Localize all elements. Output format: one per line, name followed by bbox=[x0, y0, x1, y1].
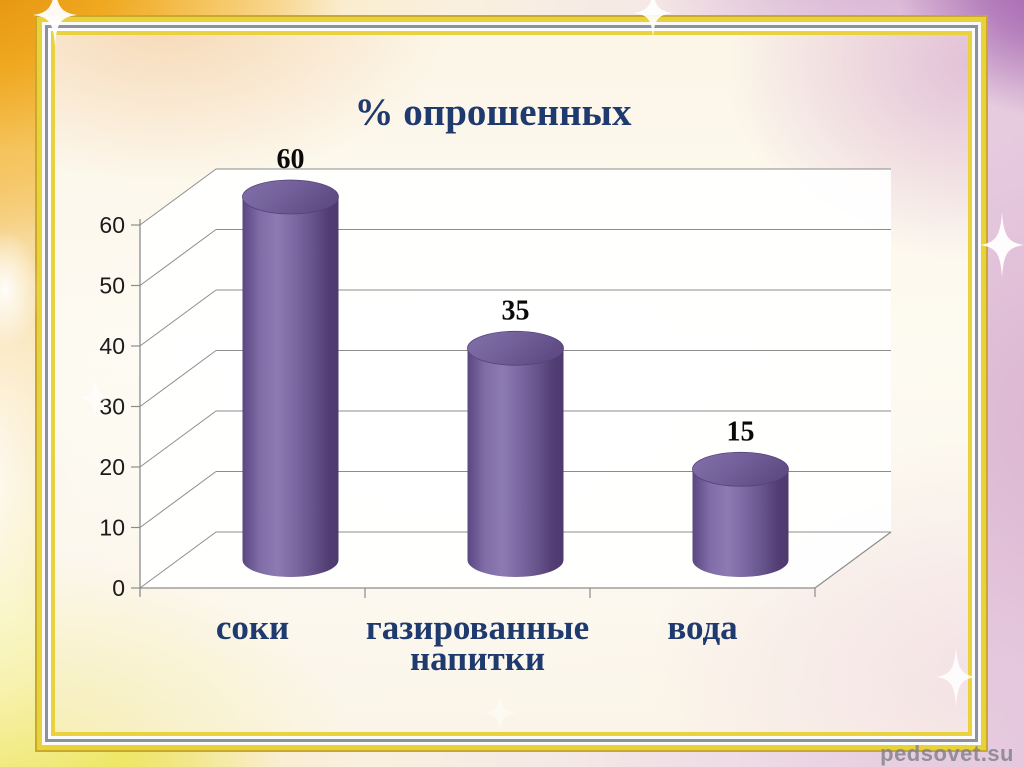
category-label: соки bbox=[216, 608, 289, 647]
bar-value-label: 35 bbox=[502, 295, 530, 326]
y-axis-tick-label: 60 bbox=[99, 212, 125, 238]
y-axis-tick-label: 50 bbox=[99, 273, 125, 299]
bar-value-label: 60 bbox=[277, 144, 305, 175]
grid-line-diagonal bbox=[139, 289, 217, 347]
bar-cylinder bbox=[467, 330, 564, 577]
grid-line-diagonal bbox=[139, 350, 217, 407]
bar-value-label: 15 bbox=[727, 416, 755, 447]
grid-line-diagonal bbox=[139, 410, 217, 468]
grid-line-diagonal bbox=[139, 471, 217, 528]
y-axis-tick-label: 40 bbox=[99, 333, 125, 359]
category-label: вода bbox=[667, 608, 737, 647]
grid-line-diagonal bbox=[139, 229, 217, 286]
bar-cylinder bbox=[242, 179, 339, 577]
grid-line-diagonal bbox=[139, 531, 217, 589]
y-axis-tick-label: 0 bbox=[112, 575, 125, 601]
y-axis-tick-label: 20 bbox=[99, 454, 125, 480]
grid-line-diagonal bbox=[139, 168, 217, 226]
y-axis-tick-label: 10 bbox=[99, 515, 125, 541]
floor-edge bbox=[814, 531, 892, 589]
y-axis-tick-label: 30 bbox=[99, 394, 125, 420]
category-label: газированные напитки bbox=[366, 608, 589, 678]
watermark: pedsovet.su bbox=[880, 741, 1014, 766]
bar-cylinder bbox=[692, 451, 789, 577]
chart-title: % опрошенных bbox=[354, 91, 632, 134]
